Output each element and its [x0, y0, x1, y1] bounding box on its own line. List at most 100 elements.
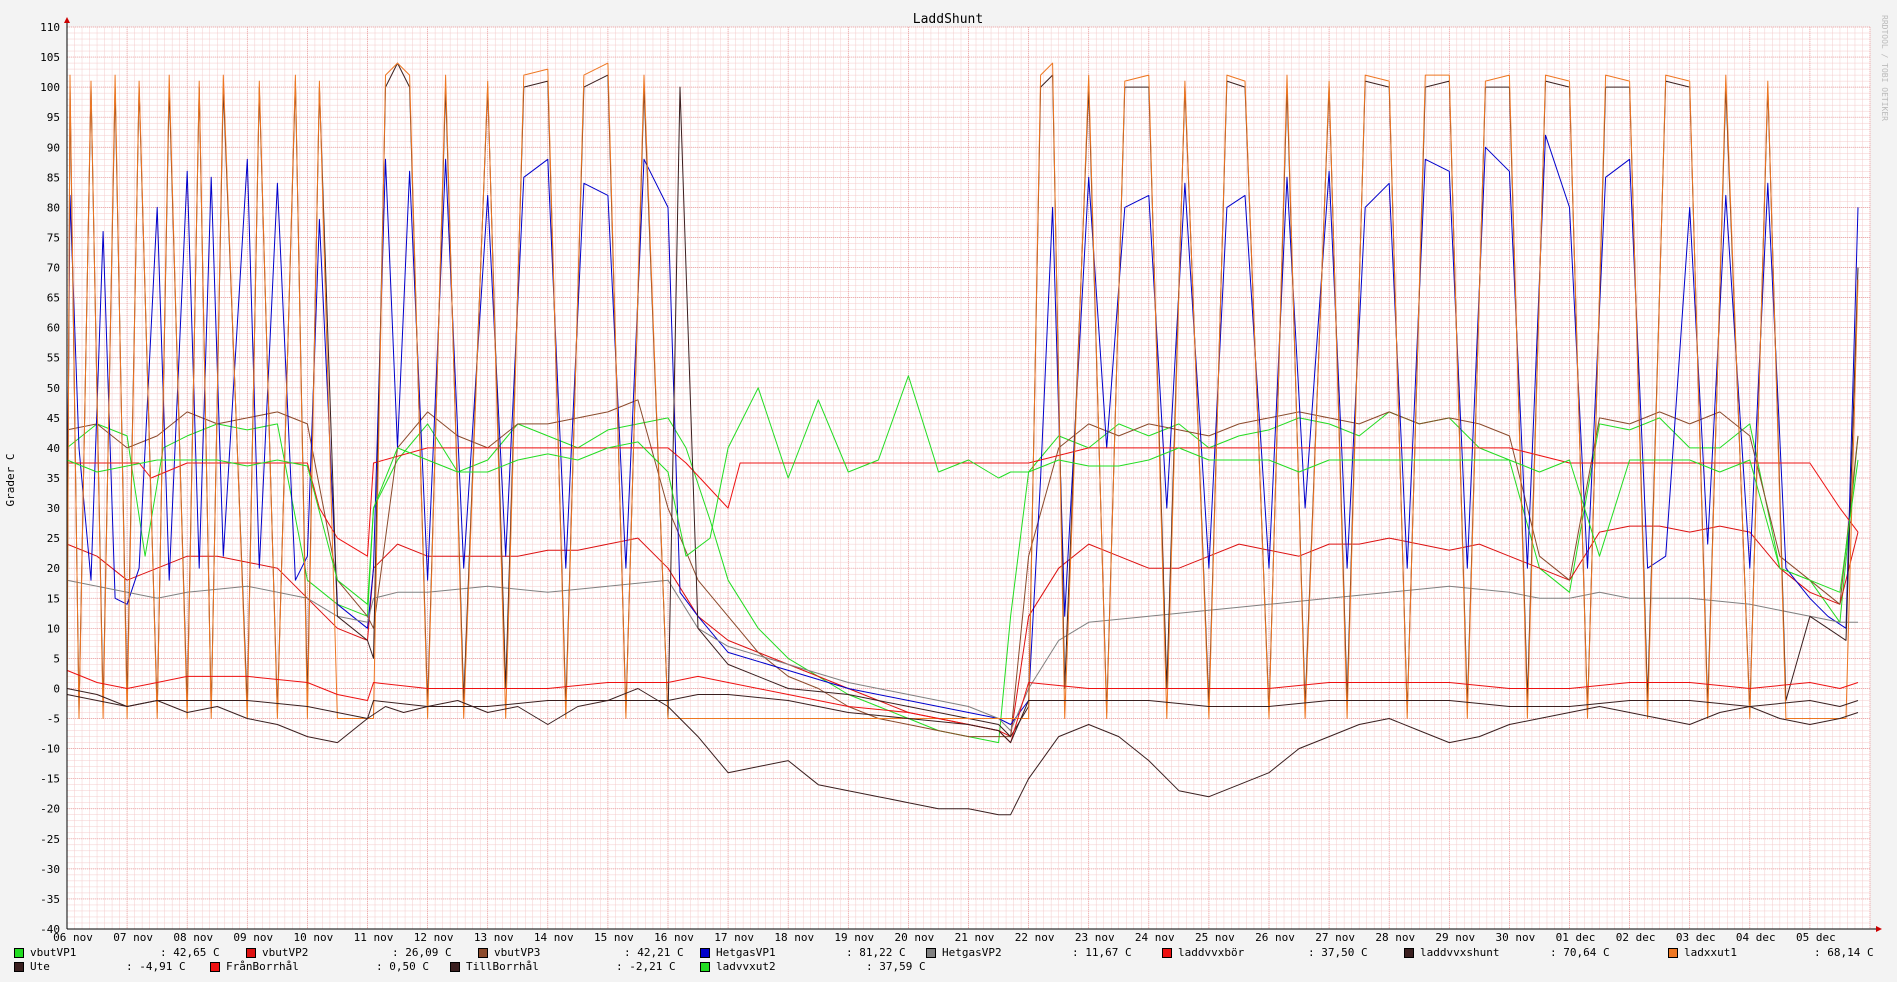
legend-item: laddvvxshunt : 70,64 C	[1404, 946, 1610, 959]
legend-swatch	[14, 947, 24, 958]
x-tick-label: 13 nov	[474, 931, 514, 944]
grid-major	[66, 26, 1871, 930]
legend-swatch	[246, 947, 256, 958]
legend-value: : -2,21 C	[616, 960, 676, 973]
y-tick-label: 95	[47, 111, 60, 124]
x-tick-label: 08 nov	[173, 931, 213, 944]
x-axis-ticks: 06 nov 07 nov 08 nov 09 nov 10 nov 11 nov 12 n…	[53, 931, 1836, 944]
y-tick-label: -40	[40, 923, 60, 936]
y-tick-label: 5	[53, 652, 60, 665]
legend-item: laddvvxbör : 37,50 C	[1162, 946, 1368, 959]
legend-value: : 37,59 C	[866, 960, 926, 973]
y-tick-label: 60	[47, 322, 60, 335]
y-tick-label: 70	[47, 262, 60, 275]
x-tick-label: 14 nov	[534, 931, 574, 944]
legend-swatch	[1162, 947, 1172, 958]
legend-swatch	[478, 947, 488, 958]
y-tick-label: 30	[47, 502, 60, 515]
legend-name: HetgasVP1	[716, 946, 776, 959]
series-line-tillborrh-l	[66, 694, 1859, 744]
x-tick-label: 24 nov	[1135, 931, 1175, 944]
y-tick-label: -5	[47, 713, 60, 726]
y-axis-label: Grader C	[4, 454, 17, 507]
y-tick-label: 100	[40, 81, 60, 94]
legend-name: laddvvxshunt	[1420, 946, 1500, 959]
legend-name: ladvvxut2	[716, 960, 776, 973]
series-line-ute	[66, 688, 1859, 816]
series-line-hetgasvp2	[66, 579, 1858, 732]
y-tick-label: -35	[40, 893, 60, 906]
series-lines	[66, 62, 1859, 816]
legend-value: : 68,14 C	[1814, 946, 1874, 959]
series-line-fr-nborrh-l	[66, 669, 1859, 744]
y-tick-label: 105	[40, 51, 60, 64]
series-line-ladvvxut2	[66, 375, 1859, 605]
y-tick-label: 50	[47, 382, 60, 395]
x-tick-label: 10 nov	[294, 931, 334, 944]
legend-value: : 37,50 C	[1308, 946, 1368, 959]
x-tick-label: 05 dec	[1796, 931, 1836, 944]
legend-value: : 70,64 C	[1550, 946, 1610, 959]
legend-value: : -4,91 C	[126, 960, 186, 973]
y-tick-label: 15	[47, 592, 60, 605]
y-tick-label: -10	[40, 743, 60, 756]
legend-name: FrånBorrhål	[226, 960, 299, 973]
legend-row: Ute: -4,91 C FrånBorrhål: 0,50 C TillBorrh…	[14, 960, 1894, 974]
legend-item: ladvvxut2 : 37,59 C	[700, 960, 926, 973]
y-axis-ticks: 1101051009590858075706560555045403530252…	[40, 21, 60, 936]
x-tick-label: 27 nov	[1315, 931, 1355, 944]
legend-swatch	[700, 947, 710, 958]
y-tick-label: -15	[40, 773, 60, 786]
legend-value: : 42,65 C	[160, 946, 220, 959]
x-axis-arrow	[1876, 926, 1882, 932]
legend-name: TillBorrhål	[466, 960, 539, 973]
y-tick-label: 80	[47, 201, 60, 214]
y-tick-label: 25	[47, 532, 60, 545]
legend-value: : 42,21 C	[624, 946, 684, 959]
legend-item: FrånBorrhål: 0,50 C	[210, 960, 429, 973]
legend-item: HetgasVP2: 11,67 C	[926, 946, 1132, 959]
y-tick-label: 75	[47, 231, 60, 244]
legend-row: vbutVP1 : 42,65 C vbutVP2: 26,09 C vbutVP3:…	[14, 946, 1894, 960]
x-tick-label: 06 nov	[53, 931, 93, 944]
y-tick-label: 35	[47, 472, 60, 485]
legend-item: HetgasVP1 : 81,22 C	[700, 946, 906, 959]
legend-item: Ute: -4,91 C	[14, 960, 186, 973]
legend-name: HetgasVP2	[942, 946, 1002, 959]
legend-swatch	[210, 961, 220, 972]
legend-swatch	[700, 961, 710, 972]
x-tick-label: 03 dec	[1676, 931, 1716, 944]
series-line-ladxxut1	[66, 62, 1859, 719]
x-tick-label: 18 nov	[774, 931, 814, 944]
legend-value: : 81,22 C	[846, 946, 906, 959]
legend-swatch	[1668, 947, 1678, 958]
x-tick-label: 28 nov	[1375, 931, 1415, 944]
x-tick-label: 16 nov	[654, 931, 694, 944]
legend-name: vbutVP1	[30, 946, 77, 959]
y-tick-label: -30	[40, 863, 60, 876]
chart-title: LaddShunt	[913, 12, 983, 27]
x-tick-label: 22 nov	[1015, 931, 1055, 944]
x-tick-label: 26 nov	[1255, 931, 1295, 944]
x-tick-label: 19 nov	[834, 931, 874, 944]
legend-swatch	[926, 947, 936, 958]
legend-name: laddvvxbör	[1178, 946, 1245, 959]
legend-item: TillBorrhål : -2,21 C	[450, 960, 676, 973]
y-tick-label: 65	[47, 292, 60, 305]
y-tick-label: 110	[40, 21, 60, 34]
x-tick-label: 12 nov	[414, 931, 454, 944]
x-tick-label: 23 nov	[1075, 931, 1115, 944]
legend-name: vbutVP3	[494, 946, 541, 959]
legend-item: vbutVP3 : 42,21 C	[478, 946, 684, 959]
y-tick-label: 85	[47, 171, 60, 184]
legend-item: vbutVP2: 26,09 C	[246, 946, 452, 959]
y-tick-label: 20	[47, 562, 60, 575]
x-tick-label: 17 nov	[714, 931, 754, 944]
y-tick-label: 90	[47, 141, 60, 154]
x-tick-label: 02 dec	[1616, 931, 1656, 944]
x-tick-label: 30 nov	[1496, 931, 1536, 944]
y-tick-label: -20	[40, 803, 60, 816]
axes	[64, 17, 1882, 932]
y-axis-arrow	[64, 17, 70, 23]
